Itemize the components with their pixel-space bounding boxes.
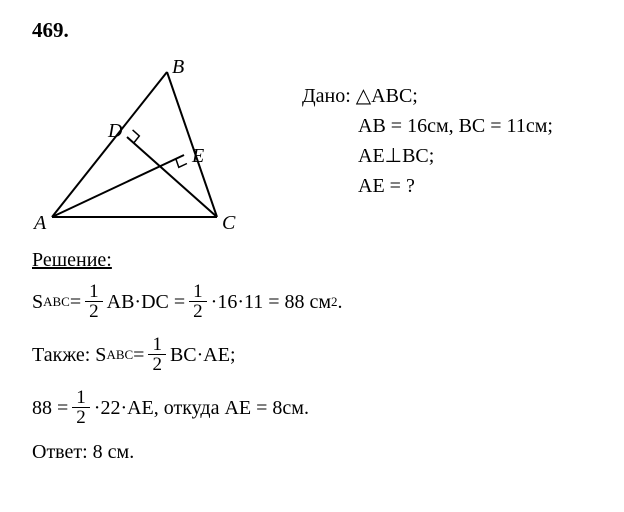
frac-num: 1 — [85, 282, 103, 302]
frac-num: 1 — [148, 335, 166, 355]
final-calc: ·22·AE, откуда AE = 8см. — [94, 397, 309, 420]
frac-den: 2 — [72, 408, 90, 429]
svg-text:E: E — [191, 145, 204, 167]
period: . — [338, 291, 343, 314]
fraction-half-4: 12 — [72, 388, 90, 429]
svg-text:B: B — [172, 57, 184, 78]
fraction-half-2: 12 — [189, 282, 207, 323]
s-subscript: ABC — [43, 294, 70, 310]
top-section: A B C D E Дано: △ABC; AB = 16см, BC = 11см; … — [32, 57, 592, 237]
fraction-half: 12 — [85, 282, 103, 323]
frac-num: 1 — [72, 388, 90, 408]
triangle-diagram: A B C D E — [32, 57, 262, 237]
formula-mid: AB·DC = — [107, 291, 186, 314]
given-line-1: Дано: △ABC; — [302, 81, 553, 111]
frac-den: 2 — [85, 302, 103, 323]
frac-num: 1 — [189, 282, 207, 302]
frac-den: 2 — [189, 302, 207, 323]
frac-den: 2 — [148, 355, 166, 376]
fraction-half-3: 12 — [148, 335, 166, 376]
problem-number: 469. — [32, 18, 592, 43]
svg-text:A: A — [32, 212, 47, 234]
solution-line-2: Также: SABC = 12 BC·AE; — [32, 335, 592, 376]
solution-line-3: 88 = 12 ·22·AE, откуда AE = 8см. — [32, 388, 592, 429]
equals: = — [70, 291, 81, 314]
also-text: Также: S — [32, 344, 106, 367]
svg-text:D: D — [107, 120, 123, 142]
solution-header: Решение: — [32, 249, 592, 272]
formula-right: BC·AE; — [170, 344, 236, 367]
s-symbol: S — [32, 291, 43, 314]
given-line-3: AE⊥BC; — [302, 141, 553, 171]
given-triangle: △ABC; — [356, 85, 418, 107]
answer-line: Ответ: 8 см. — [32, 441, 592, 464]
s-subscript-2: ABC — [106, 347, 133, 363]
calc-result: ·16·11 = 88 см — [211, 291, 331, 314]
equals-2: = — [133, 344, 144, 367]
given-header: Дано: — [302, 85, 356, 107]
given-line-2: AB = 16см, BC = 11см; — [302, 111, 553, 141]
svg-text:C: C — [222, 212, 236, 234]
eq-88: 88 = — [32, 397, 68, 420]
given-line-4: AE = ? — [302, 171, 553, 201]
given-section: Дано: △ABC; AB = 16см, BC = 11см; AE⊥BC;… — [302, 57, 553, 237]
solution-line-1: SABC = 12 AB·DC = 12 ·16·11 = 88 см2. — [32, 282, 592, 323]
